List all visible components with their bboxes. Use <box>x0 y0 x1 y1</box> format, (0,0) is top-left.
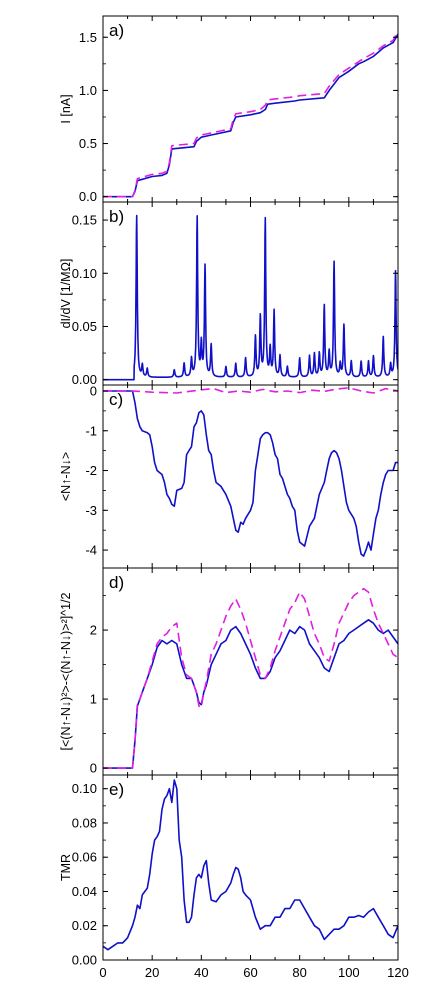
x-tick-label: 0 <box>99 965 106 980</box>
panel-frame <box>102 774 399 961</box>
y-tick-label: 0.5 <box>79 136 97 151</box>
panel-label: b) <box>109 207 124 226</box>
panel-label: c) <box>109 390 123 409</box>
panel-c: 0 -1 -2 -3 -4 c) <N↑-N↓> <box>59 383 399 569</box>
y-tick-label: 0.10 <box>72 266 97 281</box>
y-tick-label: 0.10 <box>72 781 97 796</box>
solid-series-line <box>103 779 398 951</box>
panel-label: e) <box>109 780 124 799</box>
y-tick-label: 0.05 <box>72 319 97 334</box>
solid-series-line <box>103 390 398 557</box>
y-tick-label: 0 <box>90 383 97 398</box>
dashed-series-line <box>103 387 398 394</box>
y-tick-label: 0.0 <box>79 189 97 204</box>
panel-d: 0 1 2 d) [<(N↑-N↓)²>-<(N↑-N↓)>²]^1/2 <box>59 567 399 776</box>
y-tick-label: 0.00 <box>72 953 97 968</box>
x-tick-label: 100 <box>338 965 360 980</box>
y-tick-label: 1 <box>90 692 97 707</box>
y-axis-label: I [nA] <box>59 94 73 123</box>
panel-frame <box>102 567 399 776</box>
y-tick-label: 0.04 <box>72 884 97 899</box>
x-tick-label: 40 <box>194 965 208 980</box>
y-tick-label: 1.0 <box>79 83 97 98</box>
x-tick-label: 60 <box>243 965 257 980</box>
panel-frame <box>102 384 399 569</box>
y-tick-label: -1 <box>85 423 97 438</box>
panel-e: 0.00 0.02 0.04 0.06 0.08 0.10 e) TMR <box>59 774 399 968</box>
y-tick-label: 0.00 <box>72 372 97 387</box>
panel-frame <box>102 15 399 203</box>
y-tick-label: 0.06 <box>72 850 97 865</box>
panel-b: 0.00 0.05 0.10 0.15 b) dI/dV [1/MΩ] <box>59 201 399 387</box>
y-axis-label: <N↑-N↓> <box>59 452 73 501</box>
solid-series-line <box>103 33 398 198</box>
y-tick-label: -2 <box>85 463 97 478</box>
panel-frame <box>102 201 399 386</box>
y-tick-label: 0.15 <box>72 213 97 228</box>
panel-a: 0.0 0.5 1.0 1.5 a) I [nA] <box>59 15 399 204</box>
x-tick-label: 120 <box>387 965 409 980</box>
y-tick-label: -4 <box>85 543 97 558</box>
y-tick-label: 1.5 <box>79 30 97 45</box>
solid-series-line <box>103 619 398 769</box>
panel-label: d) <box>109 573 124 592</box>
y-tick-label: -3 <box>85 503 97 518</box>
solid-series-line <box>103 214 398 381</box>
x-tick-label: 80 <box>292 965 306 980</box>
y-tick-label: 2 <box>90 623 97 638</box>
x-tick-label: 20 <box>145 965 159 980</box>
y-tick-label: 0 <box>90 761 97 776</box>
y-tick-label: 0.08 <box>72 815 97 830</box>
y-axis-label: TMR <box>59 854 73 881</box>
dashed-series-line <box>103 587 398 769</box>
y-axis-label: dI/dV [1/MΩ] <box>59 259 73 329</box>
dashed-series-line <box>103 30 398 198</box>
y-axis-label: [<(N↑-N↓)²>-<(N↑-N↓)>²]^1/2 <box>59 592 73 750</box>
y-tick-label: 0.02 <box>72 918 97 933</box>
panel-label: a) <box>109 21 124 40</box>
